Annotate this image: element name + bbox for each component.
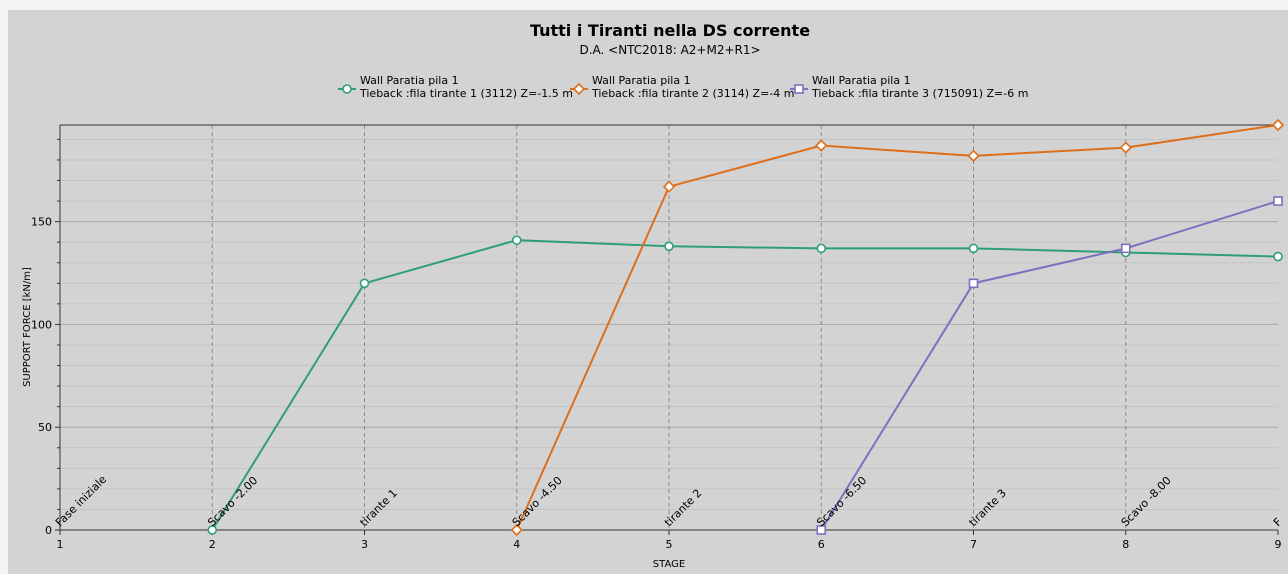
series-3: [816, 196, 1283, 535]
data-point-circle: [511, 235, 522, 245]
series-1: [207, 235, 1283, 535]
x-axis-label: STAGE: [653, 559, 685, 570]
series-3-line: [820, 200, 1279, 531]
y-axis-label: SUPPORT FORCE [kN/m]: [22, 267, 33, 387]
data-point-square: [794, 84, 804, 94]
legend-label-line1: Wall Paratia pila 1: [812, 74, 911, 87]
data-point-diamond: [662, 180, 676, 193]
x-tick-label: 3: [361, 538, 368, 551]
chart-subtitle: D.A. <NTC2018: A2+M2+R1>: [579, 43, 760, 57]
legend-label-line2: Tieback :fila tirante 3 (715091) Z=-6 m: [811, 87, 1028, 100]
x-tick-label: 9: [1275, 538, 1282, 551]
legend-label-line1: Wall Paratia pila 1: [592, 74, 691, 87]
data-point-circle: [816, 243, 827, 254]
x-tick-label: 4: [513, 538, 520, 551]
data-point-square: [1120, 243, 1131, 254]
y-tick-label: 150: [31, 216, 52, 229]
data-point-square: [1273, 196, 1283, 206]
series-layer: [207, 118, 1285, 537]
data-point-circle: [359, 278, 370, 289]
data-point-circle: [207, 525, 218, 535]
data-point-diamond: [967, 149, 980, 162]
y-tick-label: 100: [31, 318, 52, 331]
data-point-diamond: [510, 523, 523, 537]
data-point-diamond: [1271, 118, 1285, 132]
x-tick-label: 6: [818, 538, 825, 551]
series-2-line: [515, 124, 1279, 531]
data-point-diamond: [815, 139, 828, 152]
x-tick-label: 5: [666, 538, 673, 551]
data-point-square: [968, 278, 979, 289]
legend-label-line1: Wall Paratia pila 1: [360, 74, 459, 87]
y-tick-label: 0: [45, 524, 52, 537]
data-point-circle: [968, 243, 979, 254]
grid: [60, 125, 1278, 530]
chart-title: Tutti i Tiranti nella DS corrente: [530, 21, 810, 40]
data-point-circle: [664, 241, 674, 252]
x-tick-label: 8: [1122, 538, 1129, 551]
data-point-diamond: [572, 82, 586, 96]
y-tick-label: 50: [38, 421, 52, 434]
series-2: [510, 118, 1285, 537]
legend-label-line2: Tieback :fila tirante 1 (3112) Z=-1.5 m: [359, 87, 573, 100]
legend-label-line2: Tieback :fila tirante 2 (3114) Z=-4 m: [591, 87, 794, 100]
x-tick-label: 1: [57, 538, 64, 551]
data-point-diamond: [1119, 141, 1132, 154]
axes: 0 50 100 150 1 2 3 4 5 6 7 8 9: [31, 124, 1282, 551]
data-point-circle: [342, 84, 352, 94]
data-point-circle: [1273, 251, 1283, 262]
x-tick-label: 7: [970, 538, 977, 551]
x-tick-label: 2: [209, 538, 216, 551]
series-1-line: [211, 239, 1279, 531]
data-point-square: [816, 525, 827, 535]
